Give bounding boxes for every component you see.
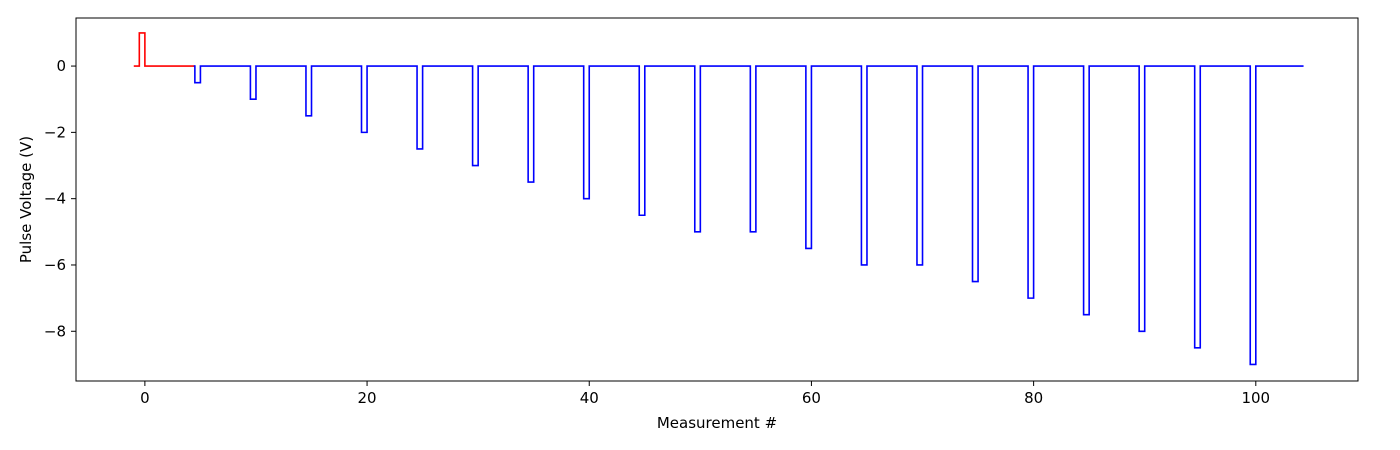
y-tick-label: −4 <box>44 190 66 208</box>
series-line-1 <box>193 65 1304 366</box>
series-layer <box>133 32 1304 366</box>
y-tick-label: −6 <box>44 256 66 274</box>
x-tick-label: 80 <box>1024 389 1043 407</box>
x-tick-label: 0 <box>140 389 150 407</box>
x-tick-label: 40 <box>580 389 599 407</box>
y-tick-label: −2 <box>44 123 66 141</box>
y-axis-label: Pulse Voltage (V) <box>17 136 35 263</box>
x-tick-label: 100 <box>1241 389 1270 407</box>
x-tick-label: 20 <box>358 389 377 407</box>
tick-layer: 0 20 40 60 80 100 0 −2 −4 −6 −8 <box>44 57 1270 407</box>
y-tick-label: −8 <box>44 322 66 340</box>
x-axis-label: Measurement # <box>657 414 777 432</box>
series-line-0 <box>133 32 195 67</box>
x-tick-label: 60 <box>802 389 821 407</box>
plot-area-frame <box>75 17 1359 382</box>
y-tick-label: 0 <box>56 57 66 75</box>
